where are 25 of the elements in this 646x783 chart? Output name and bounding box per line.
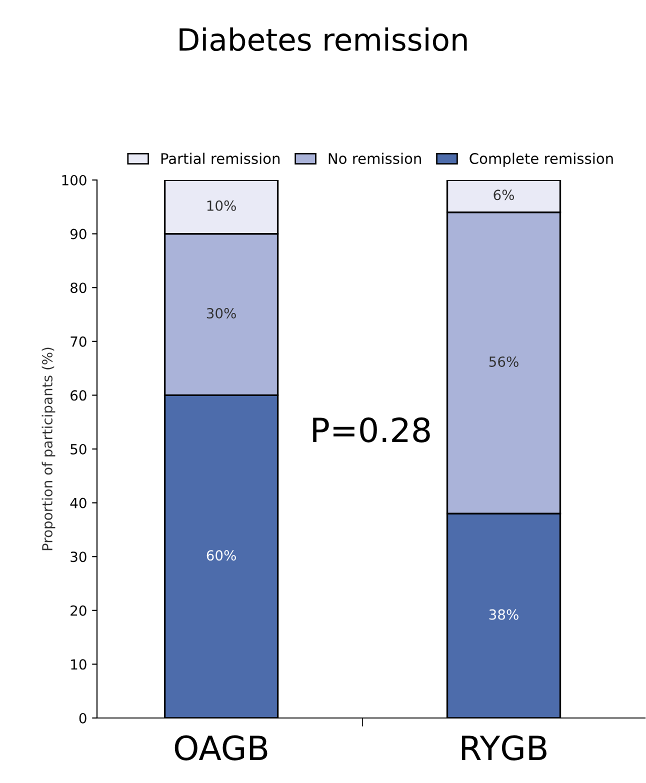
legend-label: Partial remission [161, 152, 280, 164]
annotation: P=0.28 [313, 417, 430, 443]
y-tick-label: 100 [62, 174, 86, 186]
y-tick-label: 0 [79, 712, 86, 724]
y-tick-label: 60 [70, 390, 86, 401]
data-label: 60% [206, 550, 236, 561]
y-tick-label: 70 [70, 336, 86, 347]
y-tick-label: 50 [70, 444, 86, 454]
y-tick-label: 40 [70, 498, 86, 508]
y-tick-label: 80 [70, 282, 86, 294]
data-label: 10% [207, 200, 236, 211]
y-axis-title: Proportion of participants (%) [42, 348, 56, 550]
y-tick-label: 30 [70, 552, 86, 562]
data-label: 30% [206, 308, 236, 319]
chart-title: Diabetes remission [180, 27, 467, 52]
legend-label: No remission [328, 152, 421, 164]
data-label: 6% [494, 190, 514, 200]
y-tick-label: 20 [70, 605, 86, 616]
data-label: 56% [489, 356, 518, 367]
x-tick-label: RYGB [462, 735, 546, 760]
y-tick-label: 10 [71, 659, 86, 670]
legend-label: Complete remission [470, 152, 613, 167]
data-label: 38% [489, 609, 518, 620]
y-tick-label: 90 [70, 228, 86, 240]
x-tick-label: OAGB [174, 735, 268, 760]
